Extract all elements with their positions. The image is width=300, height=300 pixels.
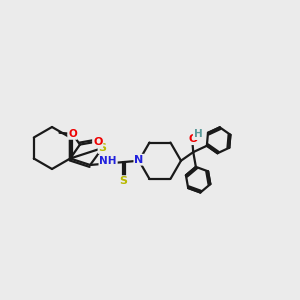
- Text: O: O: [68, 129, 77, 139]
- Text: NH: NH: [99, 155, 117, 166]
- Text: H: H: [194, 129, 203, 139]
- Text: S: S: [119, 176, 127, 186]
- Text: N: N: [134, 155, 144, 165]
- Text: O: O: [93, 137, 102, 147]
- Text: S: S: [98, 143, 106, 153]
- Text: O: O: [188, 134, 198, 144]
